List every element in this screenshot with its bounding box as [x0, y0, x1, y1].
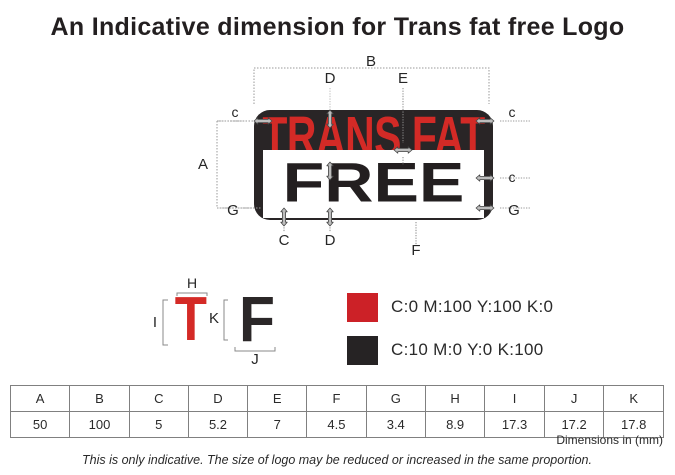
svg-text:G: G [508, 202, 520, 219]
svg-text:I: I [153, 314, 157, 331]
svg-text:G: G [227, 202, 239, 219]
svg-text:c: c [232, 104, 239, 120]
svg-text:D: D [325, 70, 336, 87]
svg-text:K: K [209, 310, 219, 327]
svg-text:c: c [509, 169, 516, 185]
svg-text:C: C [279, 232, 290, 249]
svg-text:A: A [198, 156, 208, 173]
svg-text:D: D [325, 232, 336, 249]
svg-text:E: E [398, 70, 408, 87]
svg-text:c: c [509, 104, 516, 120]
svg-text:F: F [411, 242, 420, 259]
svg-text:B: B [366, 53, 376, 70]
